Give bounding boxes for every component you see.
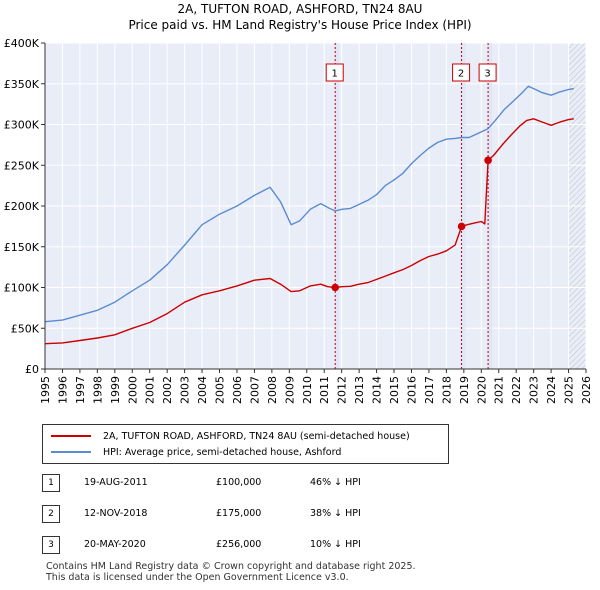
transaction-price: £256,000 xyxy=(216,539,262,550)
x-tick-label: 1995 xyxy=(39,376,52,404)
sale-number-label: 3 xyxy=(484,69,490,80)
x-tick-label: 2003 xyxy=(179,376,192,404)
x-tick-label: 2012 xyxy=(336,376,349,404)
sale-point xyxy=(457,222,466,231)
y-tick-label: £300K xyxy=(4,119,40,132)
footer-license: This data is licensed under the Open Gov… xyxy=(46,572,349,583)
sale-point xyxy=(484,156,492,165)
legend-label-hpi: HPI: Average price, semi-detached house,… xyxy=(103,446,342,458)
x-tick-label: 2018 xyxy=(440,376,453,404)
sale-number-label: 2 xyxy=(458,69,464,80)
y-tick-label: £350K xyxy=(4,78,40,91)
transaction-row: 1 19-AUG-2011 £100,000 46% ↓ HPI xyxy=(42,474,542,494)
x-tick-label: 2021 xyxy=(493,376,506,404)
x-tick-label: 2005 xyxy=(214,376,227,404)
x-tick-label: 2009 xyxy=(283,376,296,404)
transaction-row: 3 20-MAY-2020 £256,000 10% ↓ HPI xyxy=(42,536,542,556)
price-chart: 1 2 3 £0 £50K £100K £150K £200K £250K £300K £350K… xyxy=(4,37,593,404)
x-tick-label: 2010 xyxy=(301,376,314,404)
x-tick-label: 2022 xyxy=(510,376,523,404)
x-tick-label: 2016 xyxy=(405,376,418,404)
sale-number-label: 1 xyxy=(332,69,338,80)
x-tick-label: 2015 xyxy=(388,376,401,404)
x-tick-label: 2011 xyxy=(318,376,331,404)
transaction-date: 20-MAY-2020 xyxy=(84,539,146,550)
x-tick-label: 2025 xyxy=(563,376,576,404)
transaction-date: 12-NOV-2018 xyxy=(84,508,148,519)
property-price-line xyxy=(44,118,574,345)
transaction-number: 2 xyxy=(42,505,60,523)
y-tick-label: £400K xyxy=(4,37,40,50)
x-tick-label: 2000 xyxy=(126,376,139,404)
sale-highlight-band xyxy=(460,43,466,369)
y-tick-label: £0 xyxy=(25,363,39,376)
x-tick-label: 2014 xyxy=(371,376,384,404)
sale-point xyxy=(331,283,340,292)
x-tick-label: 1998 xyxy=(91,376,104,404)
x-tick-label: 2026 xyxy=(580,376,593,404)
transaction-number: 3 xyxy=(42,536,60,554)
legend-item-property: 2A, TUFTON ROAD, ASHFORD, TN24 8AU (semi… xyxy=(51,428,410,444)
transaction-hpi: 10% ↓ HPI xyxy=(310,539,361,550)
x-tick-label: 2004 xyxy=(196,376,209,404)
x-tick-label: 2013 xyxy=(353,376,366,404)
x-tick-label: 2001 xyxy=(144,376,157,404)
chart-title: 2A, TUFTON ROAD, ASHFORD, TN24 8AU xyxy=(177,2,423,16)
x-tick-label: 1999 xyxy=(109,376,122,404)
transaction-row: 2 12-NOV-2018 £175,000 38% ↓ HPI xyxy=(42,505,542,525)
x-tick-label: 1997 xyxy=(74,376,87,404)
x-tick-label: 2019 xyxy=(458,376,471,404)
y-tick-label: £250K xyxy=(4,159,40,172)
transaction-hpi: 46% ↓ HPI xyxy=(310,477,361,488)
x-tick-label: 2020 xyxy=(475,376,488,404)
x-tick-label: 2006 xyxy=(231,376,244,404)
legend-label-property: 2A, TUFTON ROAD, ASHFORD, TN24 8AU (semi… xyxy=(103,430,410,442)
legend-swatch-property xyxy=(51,435,91,437)
legend: 2A, TUFTON ROAD, ASHFORD, TN24 8AU (semi… xyxy=(42,424,449,464)
transaction-date: 19-AUG-2011 xyxy=(84,477,148,488)
footer-copyright: Contains HM Land Registry data © Crown c… xyxy=(46,561,416,572)
sale-number-box xyxy=(478,63,497,82)
y-tick-label: £150K xyxy=(4,241,40,254)
legend-swatch-hpi xyxy=(51,451,91,453)
transaction-price: £175,000 xyxy=(216,508,262,519)
x-tick-label: 2008 xyxy=(266,376,279,404)
x-tick-label: 1996 xyxy=(56,376,69,404)
hpi-line xyxy=(44,85,574,323)
chart-subtitle: Price paid vs. HM Land Registry's House … xyxy=(128,18,472,32)
x-tick-label: 2007 xyxy=(248,376,261,404)
sale-highlight-band xyxy=(334,43,340,369)
transaction-price: £100,000 xyxy=(216,477,262,488)
x-tick-label: 2023 xyxy=(528,376,541,404)
x-tick-label: 2017 xyxy=(423,376,436,404)
y-tick-label: £100K xyxy=(4,282,40,295)
transaction-number: 1 xyxy=(42,474,60,492)
x-tick-label: 2024 xyxy=(545,376,558,404)
sale-number-box xyxy=(325,63,344,82)
transaction-hpi: 38% ↓ HPI xyxy=(310,508,361,519)
sale-number-box xyxy=(452,63,471,82)
y-tick-label: £50K xyxy=(11,322,40,335)
x-tick-label: 2002 xyxy=(161,376,174,404)
y-tick-label: £200K xyxy=(4,200,40,213)
sale-highlight-band xyxy=(487,43,493,369)
legend-item-hpi: HPI: Average price, semi-detached house,… xyxy=(51,444,341,460)
